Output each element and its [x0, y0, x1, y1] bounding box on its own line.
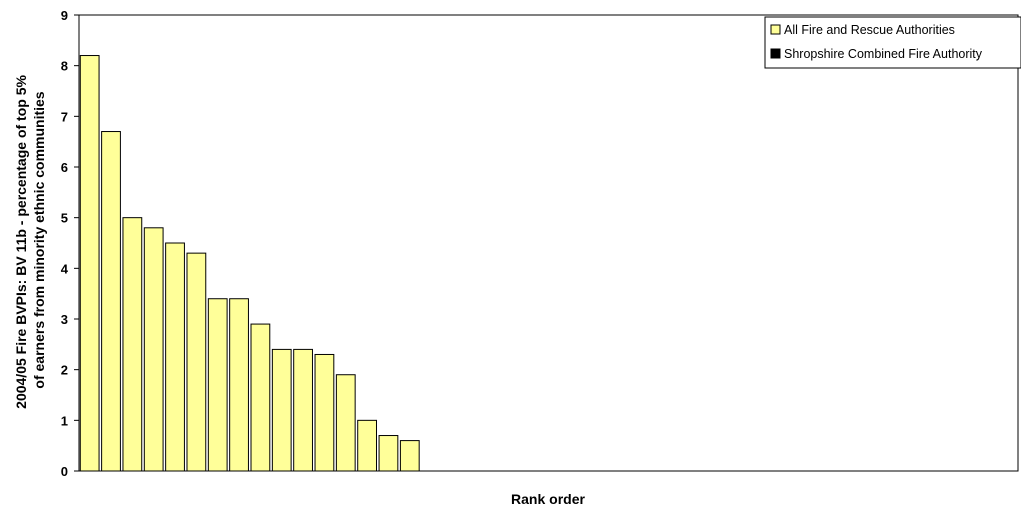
- legend-swatch-all-authorities: [770, 24, 781, 35]
- legend-label-shropshire: Shropshire Combined Fire Authority: [784, 47, 983, 61]
- bar: [186, 252, 207, 472]
- bar: [122, 217, 143, 472]
- y-axis-title-line-1: 2004/05 Fire BVPIs: BV 11b - percentage …: [13, 75, 29, 409]
- bar: [79, 55, 100, 472]
- bar: [399, 440, 420, 472]
- y-tick-label: 8: [61, 59, 68, 74]
- y-axis: 0 1 2 3 4 5 6 7 8 9: [61, 8, 79, 479]
- y-tick-label: 7: [61, 109, 68, 124]
- y-tick-label: 4: [61, 261, 69, 276]
- legend-swatch-shropshire: [770, 48, 781, 59]
- bar: [143, 227, 164, 472]
- bar: [314, 353, 335, 472]
- y-axis-title: 2004/05 Fire BVPIs: BV 11b - percentage …: [13, 71, 47, 409]
- bar: [293, 348, 313, 472]
- bar: [378, 435, 399, 472]
- bar: [335, 374, 356, 472]
- legend: All Fire and Rescue Authorities Shropshi…: [764, 16, 1021, 69]
- plot-area: [78, 14, 1019, 472]
- bar: [101, 131, 121, 472]
- legend-label-all-authorities: All Fire and Rescue Authorities: [784, 23, 955, 37]
- bar: [271, 348, 292, 472]
- legend-box: [764, 16, 1021, 69]
- bar: [357, 419, 377, 472]
- y-tick-label: 3: [61, 312, 68, 327]
- bar: [207, 298, 228, 472]
- y-tick-label: 9: [61, 8, 68, 23]
- x-axis-title: Rank order: [511, 491, 585, 507]
- bar: [229, 298, 249, 472]
- bar: [250, 323, 271, 472]
- y-tick-label: 0: [61, 464, 68, 479]
- y-tick-label: 6: [61, 160, 68, 175]
- bar: [165, 242, 185, 472]
- y-tick-label: 5: [61, 211, 68, 226]
- y-tick-label: 2: [61, 363, 68, 378]
- y-axis-title-line-2: of earners from minority ethnic communit…: [31, 91, 47, 388]
- y-tick-label: 1: [61, 413, 68, 428]
